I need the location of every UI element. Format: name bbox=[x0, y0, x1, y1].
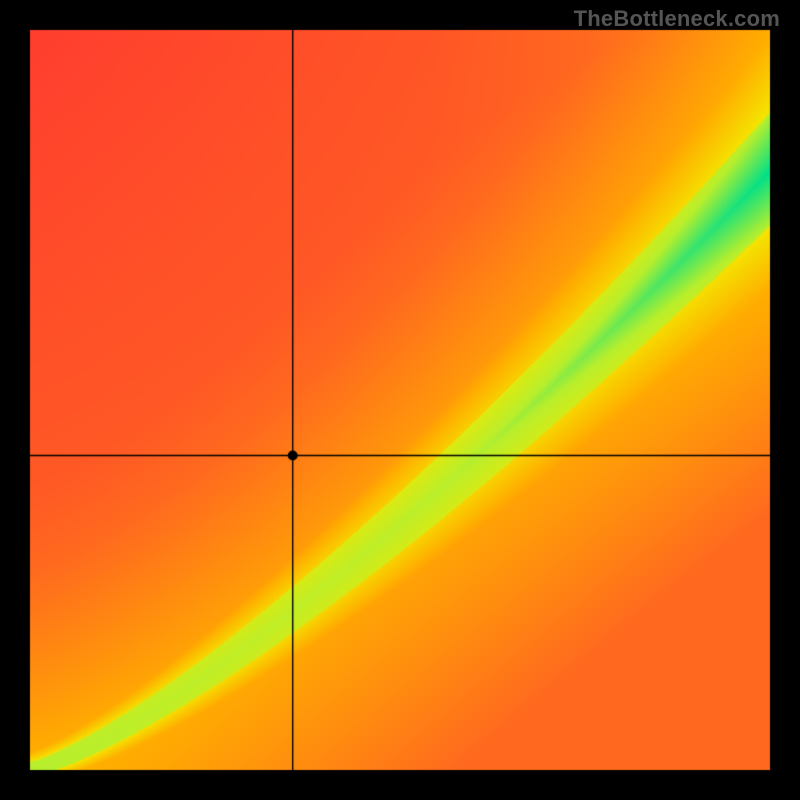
watermark-text: TheBottleneck.com bbox=[574, 6, 780, 32]
chart-container: TheBottleneck.com bbox=[0, 0, 800, 800]
bottleneck-heatmap-canvas bbox=[0, 0, 800, 800]
